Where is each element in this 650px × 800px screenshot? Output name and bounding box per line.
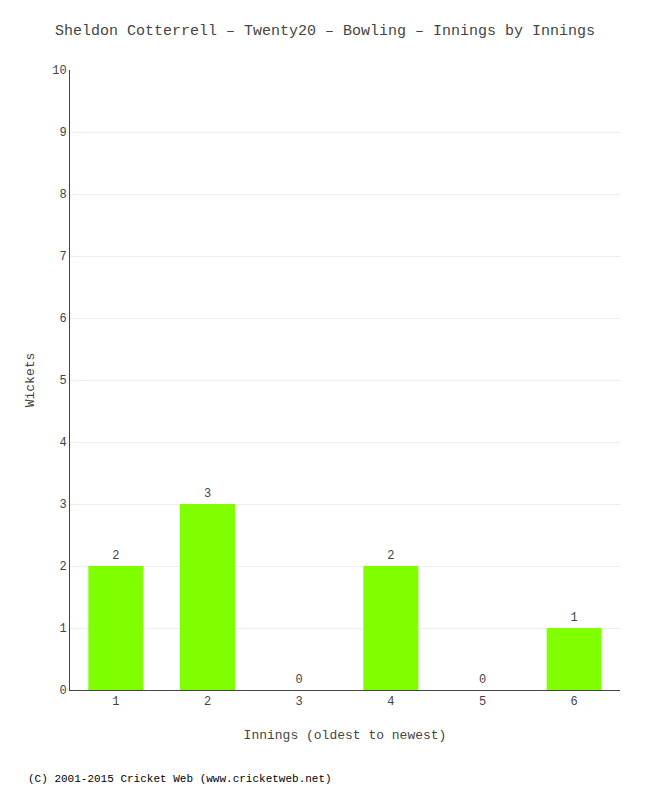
svg-text:8: 8	[59, 188, 66, 202]
svg-text:7: 7	[59, 250, 66, 264]
svg-text:3: 3	[59, 498, 66, 512]
svg-text:0: 0	[59, 684, 66, 698]
svg-text:Innings (oldest to newest): Innings (oldest to newest)	[244, 728, 447, 743]
svg-text:3: 3	[204, 487, 211, 501]
svg-text:Sheldon Cotterrell – Twenty20: Sheldon Cotterrell – Twenty20 – Bowling …	[55, 23, 595, 40]
svg-text:4: 4	[387, 695, 394, 709]
svg-text:1: 1	[59, 622, 66, 636]
svg-text:10: 10	[52, 64, 66, 78]
svg-text:2: 2	[59, 560, 66, 574]
svg-text:2: 2	[387, 549, 394, 563]
svg-text:6: 6	[59, 312, 66, 326]
svg-text:1: 1	[112, 695, 119, 709]
svg-text:9: 9	[59, 126, 66, 140]
svg-text:1: 1	[571, 611, 578, 625]
svg-text:Wickets: Wickets	[23, 353, 38, 408]
svg-text:2: 2	[204, 695, 211, 709]
svg-text:6: 6	[571, 695, 578, 709]
svg-text:4: 4	[59, 436, 66, 450]
svg-text:(C) 2001-2015 Cricket Web (www: (C) 2001-2015 Cricket Web (www.cricketwe…	[28, 773, 332, 785]
svg-text:5: 5	[59, 374, 66, 388]
svg-text:0: 0	[479, 673, 486, 687]
svg-text:5: 5	[479, 695, 486, 709]
svg-text:0: 0	[296, 673, 303, 687]
svg-text:3: 3	[296, 695, 303, 709]
svg-text:2: 2	[112, 549, 119, 563]
